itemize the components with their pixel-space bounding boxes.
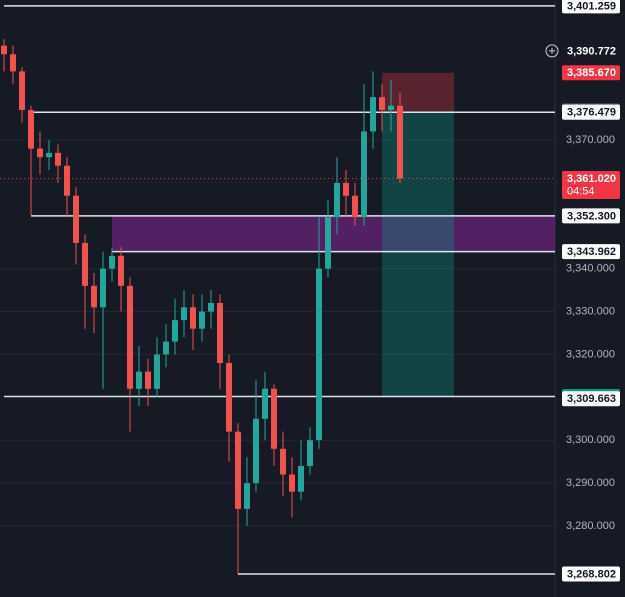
- candle-body: [190, 307, 196, 329]
- candle-body: [244, 483, 250, 509]
- candle-body: [100, 268, 106, 308]
- candle-body: [343, 182, 349, 196]
- candle-body: [352, 195, 358, 218]
- price-label: 3,309.663: [567, 393, 616, 405]
- current-label-box: [562, 171, 620, 200]
- y-tick-label: 3,370.000: [566, 134, 615, 146]
- candle-body: [316, 268, 322, 441]
- candle-body: [361, 131, 367, 218]
- y-tick-label: 3,290.000: [566, 477, 615, 489]
- candle-body: [280, 448, 286, 475]
- candle-body: [55, 152, 61, 166]
- candle-body: [82, 242, 88, 286]
- candle-body: [154, 354, 160, 389]
- candle-body: [64, 165, 70, 196]
- candle-body: [1, 45, 7, 55]
- price-label: 3,352.300: [567, 210, 616, 222]
- candle-body: [73, 195, 79, 243]
- candle-body: [28, 109, 34, 149]
- candle-body: [262, 388, 268, 419]
- candle-body: [289, 474, 295, 492]
- candle-body: [10, 54, 16, 72]
- price-label: 3,390.772: [567, 45, 616, 57]
- candle-body: [370, 97, 376, 132]
- candle-body: [235, 431, 241, 509]
- candle-body: [334, 182, 340, 218]
- candle-body: [325, 217, 331, 269]
- candle-body: [145, 371, 151, 389]
- candle-body: [109, 255, 115, 269]
- candle-body: [397, 105, 403, 179]
- candle-body: [181, 307, 187, 321]
- candle-body: [37, 148, 43, 158]
- candle-body: [136, 371, 142, 389]
- price-label-box: [562, 104, 620, 120]
- zone: [112, 215, 555, 252]
- y-tick-label: 3,280.000: [566, 520, 615, 532]
- candle-body: [199, 311, 205, 329]
- candle-body: [91, 285, 97, 308]
- price-label-box: [562, 244, 620, 260]
- price-label-box: [562, 43, 620, 59]
- candle-body: [172, 320, 178, 342]
- candle-body: [271, 388, 277, 449]
- price-label-box: [562, 566, 620, 582]
- candle-body: [388, 105, 394, 110]
- candle-body: [307, 440, 313, 466]
- plus-icon: [549, 47, 555, 54]
- y-tick-label: 3,300.000: [566, 434, 615, 446]
- y-tick-label: 3,330.000: [566, 305, 615, 317]
- candle-body: [163, 341, 169, 355]
- target-zone: [382, 111, 454, 397]
- candle-body: [208, 302, 214, 312]
- candle-body: [226, 363, 232, 432]
- price-label: 3,376.479: [567, 107, 616, 119]
- candle-body: [298, 465, 304, 492]
- countdown: 04:54: [567, 185, 595, 197]
- y-tick-label: 3,340.000: [566, 263, 615, 275]
- candle-body: [379, 97, 385, 110]
- price-label-box: [562, 391, 620, 407]
- current-label: 3,361.020: [567, 173, 616, 185]
- add-alert-button[interactable]: [545, 44, 559, 58]
- price-label-box: [562, 208, 620, 224]
- price-label-box: [562, 0, 620, 14]
- candle-body: [19, 71, 25, 110]
- price-label: 3,343.962: [567, 246, 616, 258]
- candle-body: [46, 152, 52, 158]
- candle-body: [127, 285, 133, 389]
- price-label: 3,401.259: [567, 0, 616, 12]
- price-label-box: [562, 65, 620, 81]
- y-tick-label: 3,320.000: [566, 348, 615, 360]
- candle-body: [217, 302, 223, 364]
- stop-zone: [382, 72, 454, 112]
- price-label: 3,385.670: [567, 67, 616, 79]
- price-label: 3,268.802: [567, 568, 616, 580]
- candle-body: [118, 255, 124, 286]
- candle-body: [253, 418, 259, 484]
